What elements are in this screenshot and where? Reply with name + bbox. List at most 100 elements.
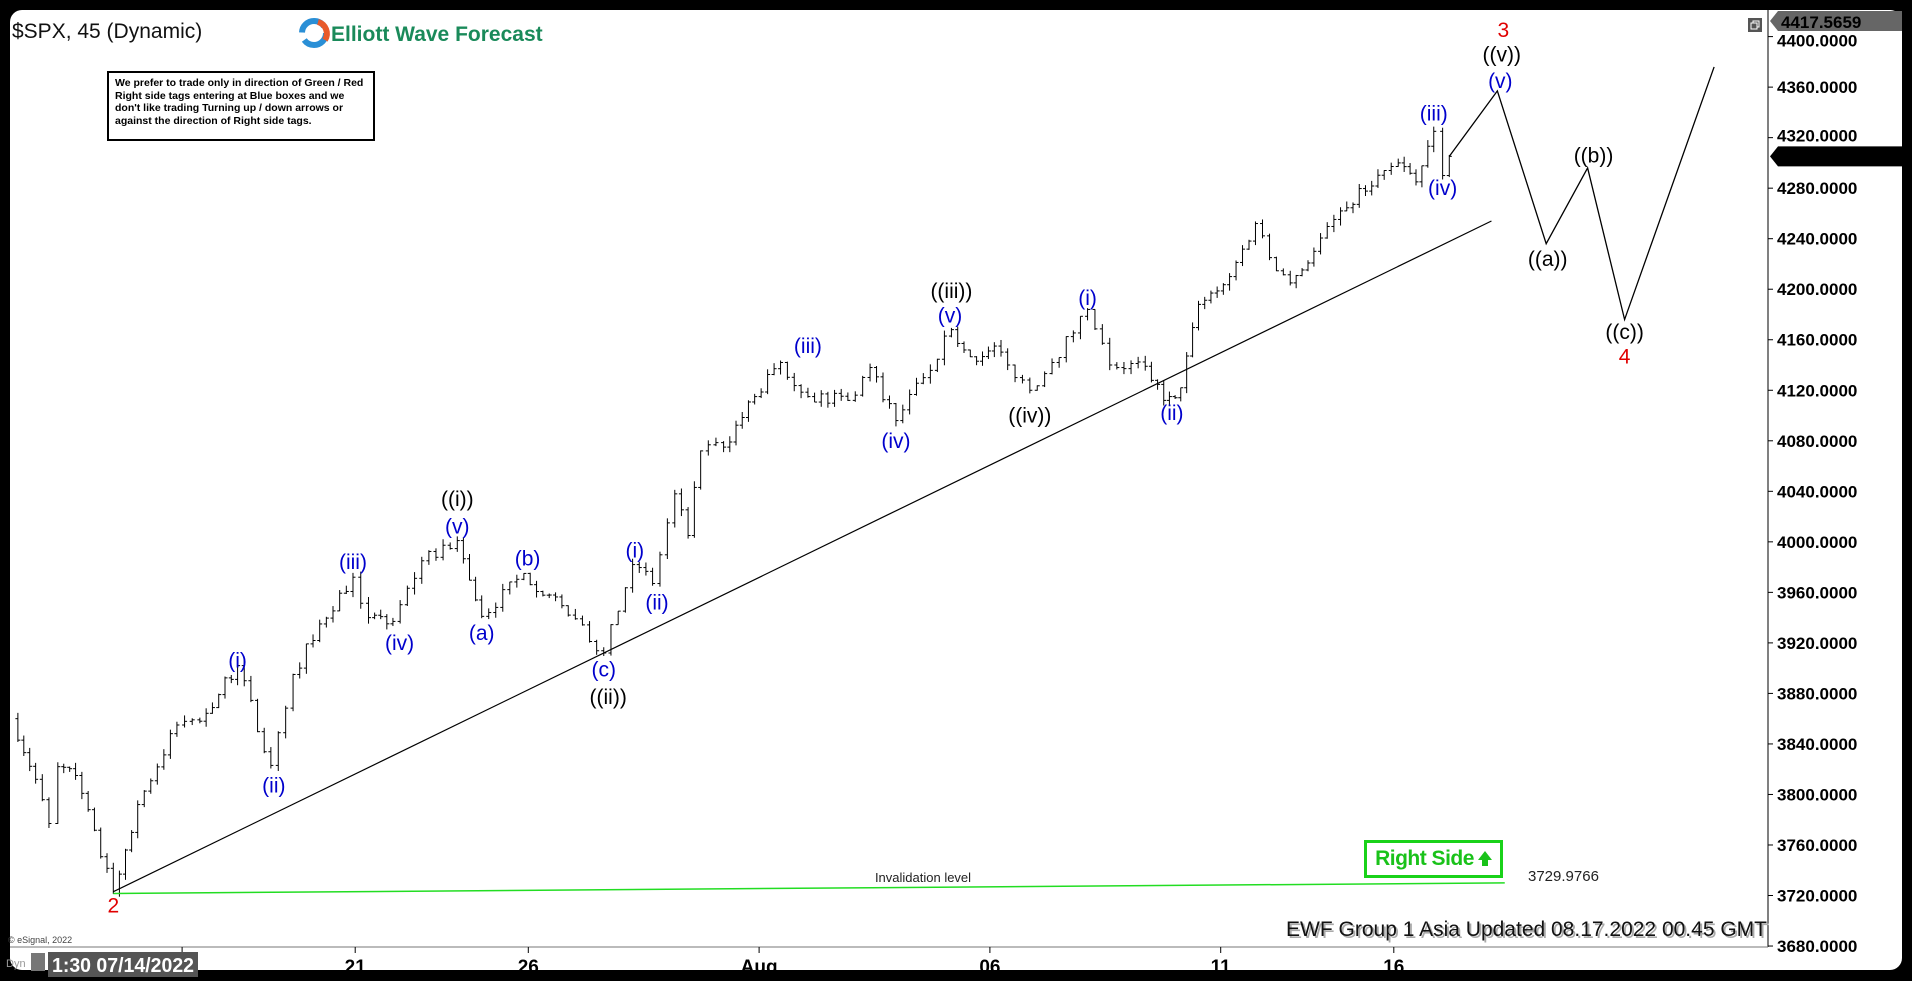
y-tick-label: 3800.0000: [1777, 785, 1857, 804]
y-tick-label: 4280.0000: [1777, 179, 1857, 198]
price-bar: [955, 326, 961, 348]
price-bar: [1259, 219, 1265, 239]
price-bar: [920, 373, 926, 385]
price-bar: [874, 366, 880, 383]
wave-label: (v): [445, 516, 470, 539]
restore-window-icon[interactable]: [1748, 18, 1762, 32]
x-tick-label: 26: [518, 957, 539, 978]
price-bar: [1034, 385, 1040, 391]
price-bar: [1166, 391, 1172, 406]
price-bar: [643, 562, 649, 576]
price-bar: [372, 612, 378, 620]
chart-background: [10, 10, 1902, 970]
x-tick-label: Aug: [741, 957, 778, 978]
price-bar: [546, 593, 552, 599]
wave-label: (i): [228, 650, 247, 673]
price-bar: [366, 596, 372, 624]
price-bar: [818, 390, 824, 407]
price-bar: [886, 395, 892, 409]
price-bar: [1184, 352, 1190, 394]
price-bar: [15, 712, 21, 742]
price-bar: [290, 673, 296, 712]
price-bar: [261, 727, 267, 754]
price-bar: [565, 605, 571, 617]
price-bar: [1142, 355, 1148, 371]
wave-label: (ii): [645, 591, 668, 614]
price-bar: [608, 624, 614, 656]
lock-icon[interactable]: [31, 953, 45, 971]
price-bar: [317, 619, 323, 643]
y-tick-label: 3960.0000: [1777, 583, 1857, 602]
price-bar: [479, 595, 485, 619]
wave-label: ((iv)): [1008, 405, 1051, 428]
price-bar: [1227, 273, 1233, 291]
last-price-tag-bg: [1770, 146, 1902, 167]
price-bar: [514, 574, 520, 588]
price-bar: [390, 617, 396, 627]
price-bar: [650, 567, 656, 586]
wave-label: ((b)): [1574, 144, 1614, 167]
price-bar: [672, 489, 678, 528]
high-price-tag-bg: [1770, 11, 1902, 31]
price-bar: [303, 643, 309, 674]
price-bar: [1063, 336, 1069, 363]
price-bar: [927, 364, 933, 384]
price-bar: [1350, 202, 1356, 214]
price-bar: [845, 392, 851, 402]
arrow-up-icon: [1477, 850, 1492, 866]
x-tick-label: 11: [1211, 957, 1232, 978]
x-axis: 21 26 Aug 06 11 16: [181, 947, 1404, 978]
price-bar: [343, 585, 349, 595]
price-bar: [1388, 162, 1394, 175]
price-bar: [1220, 283, 1226, 295]
price-bar: [148, 778, 154, 794]
wave-label: 3: [1497, 19, 1509, 42]
y-tick-label: 3720.0000: [1777, 887, 1857, 906]
price-bar: [1273, 256, 1279, 272]
price-bar: [507, 581, 513, 595]
price-bar: [540, 590, 546, 597]
price-bar: [961, 341, 967, 353]
price-bar: [998, 339, 1004, 357]
price-bar: [521, 572, 527, 581]
x-tick-label: 21: [345, 957, 367, 978]
price-bar: [852, 391, 858, 402]
dyn-label: Dyn: [6, 958, 26, 970]
price-bar: [182, 715, 188, 728]
price-bar: [784, 361, 790, 380]
wave-label: 2: [107, 895, 119, 918]
wave-label: ((i)): [441, 488, 474, 511]
price-bar: [832, 389, 838, 407]
price-bar: [1178, 387, 1184, 402]
price-bar: [1135, 356, 1141, 369]
price-bar: [1155, 379, 1161, 390]
wave-label: ((a)): [1528, 248, 1568, 271]
y-tick-label: 3920.0000: [1777, 634, 1857, 653]
price-bar: [838, 388, 844, 401]
trendline: [113, 220, 1492, 893]
price-bar: [1148, 361, 1154, 383]
price-bar: [1299, 268, 1305, 277]
wave-label: ((c)): [1605, 321, 1643, 344]
price-bar: [323, 616, 329, 628]
y-tick-label: 3840.0000: [1777, 735, 1857, 754]
price-bar: [1305, 260, 1311, 272]
price-bar: [21, 735, 27, 757]
y-tick-label: 3680.0000: [1777, 937, 1857, 956]
wave-label: (i): [1078, 287, 1097, 310]
price-bar: [235, 664, 241, 686]
price-bar: [500, 583, 506, 612]
price-bar: [1070, 330, 1076, 343]
price-bar: [579, 615, 585, 626]
price-bar: [426, 550, 432, 565]
price-bar: [337, 590, 343, 612]
price-bar: [85, 791, 91, 812]
trading-note: We prefer to trade only in direction of …: [107, 71, 375, 141]
y-tick-label: 4200.0000: [1777, 280, 1857, 299]
price-bar: [534, 580, 540, 598]
price-bar: [440, 539, 446, 561]
price-bar: [310, 634, 316, 648]
price-bar: [203, 708, 209, 727]
wave-label: (v): [1488, 70, 1513, 93]
